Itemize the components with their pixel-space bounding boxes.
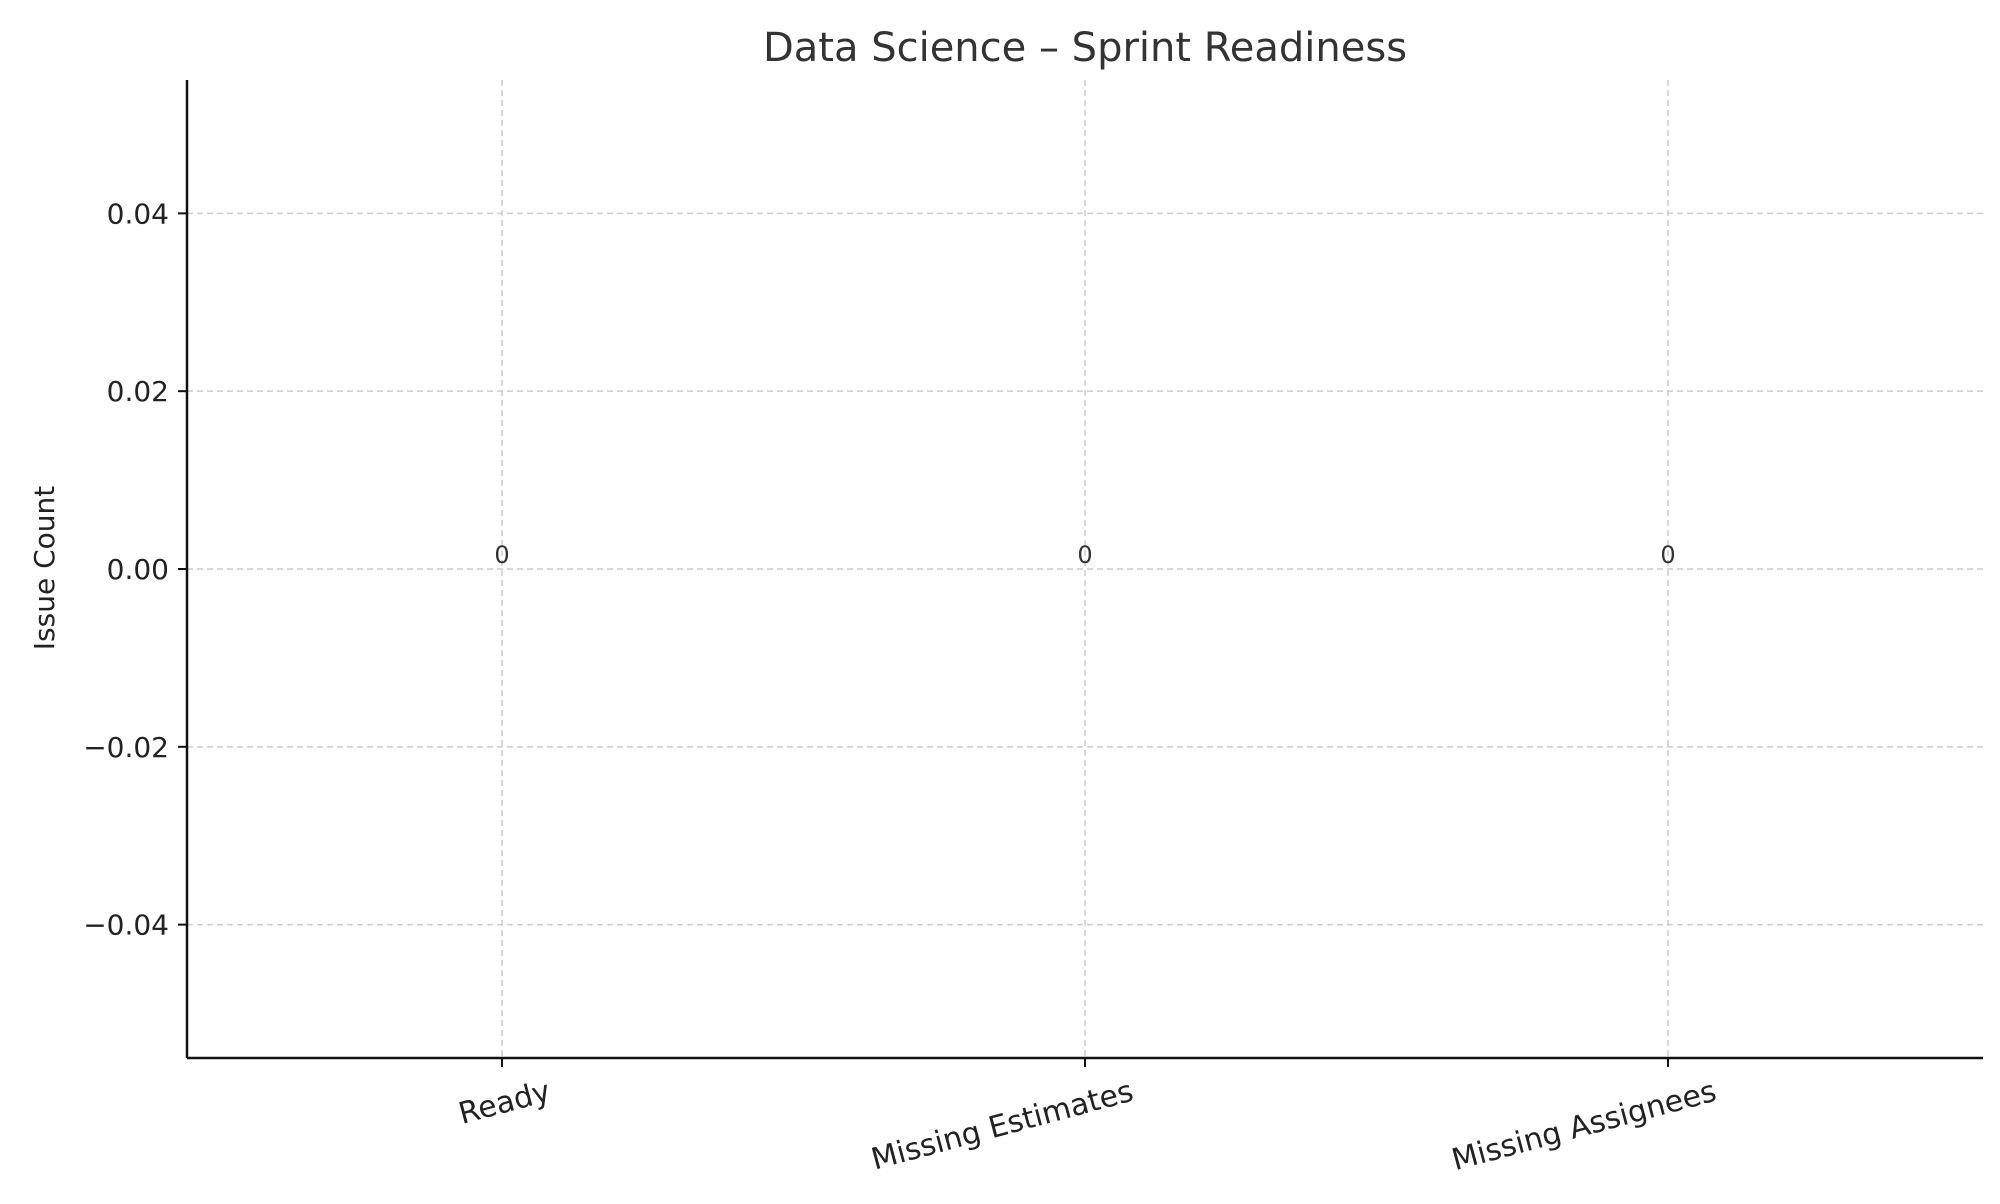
y-tick-label: −0.02 bbox=[83, 731, 169, 764]
bar-value-label: 0 bbox=[1077, 541, 1092, 569]
bar-value-label: 0 bbox=[1660, 541, 1675, 569]
x-tick-label: Missing Assignees bbox=[1448, 1074, 1720, 1178]
x-tick-label: Missing Estimates bbox=[868, 1074, 1137, 1178]
y-tick-label: 0.04 bbox=[107, 197, 169, 230]
data-labels: 0 0 0 bbox=[494, 541, 1675, 569]
x-axis-ticks: Ready Missing Estimates Missing Assignees bbox=[455, 1058, 1720, 1178]
y-tick-label: 0.00 bbox=[107, 553, 169, 586]
y-axis-label: Issue Count bbox=[28, 486, 61, 650]
y-axis-ticks: 0.04 0.02 0.00 −0.02 −0.04 bbox=[83, 197, 187, 942]
y-tick-label: −0.04 bbox=[83, 909, 169, 942]
bar-value-label: 0 bbox=[494, 541, 509, 569]
x-tick-label: Ready bbox=[455, 1074, 554, 1132]
grid-layer bbox=[187, 80, 1983, 1058]
y-tick-label: 0.02 bbox=[107, 375, 169, 408]
chart-title: Data Science – Sprint Readiness bbox=[763, 25, 1407, 71]
